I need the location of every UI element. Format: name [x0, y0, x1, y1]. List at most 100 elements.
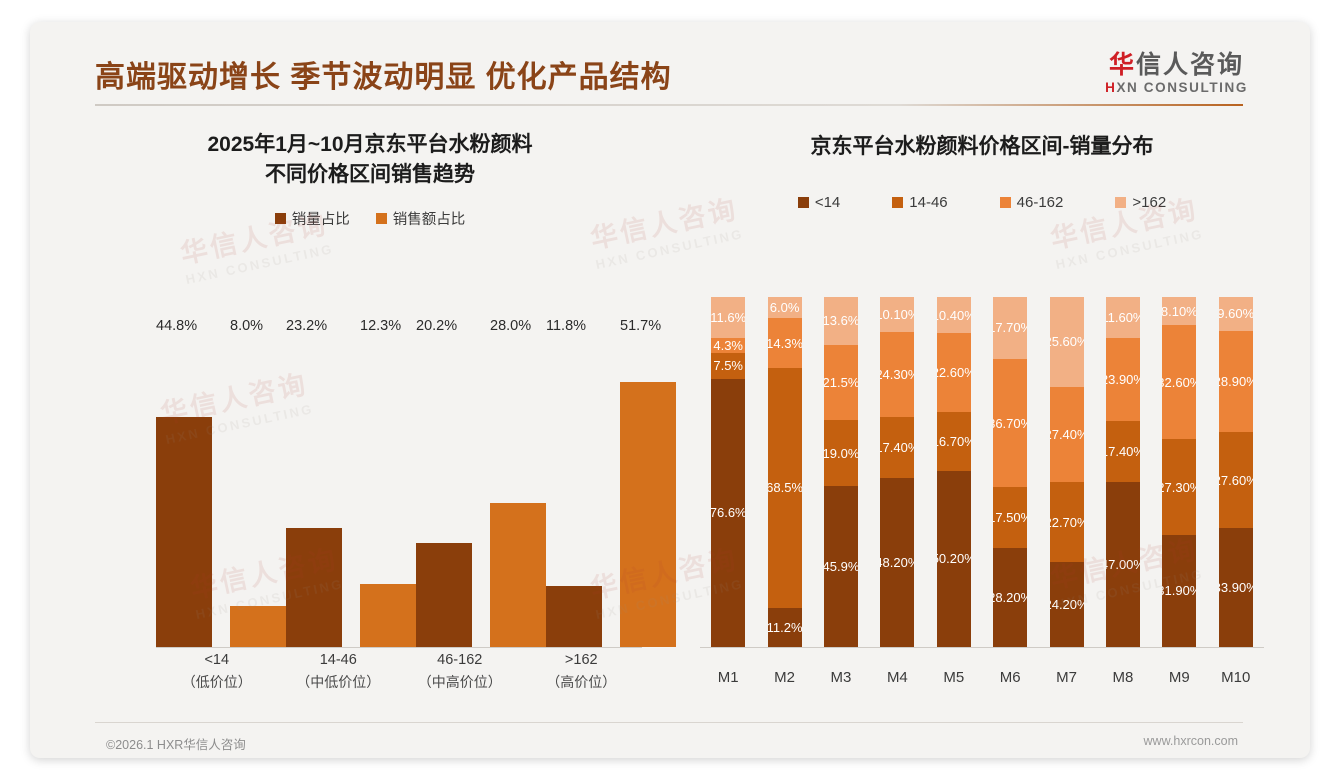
- stack-segment[interactable]: 31.90%: [1162, 534, 1197, 647]
- x-axis-tick-label: >162 （高价位）: [521, 650, 643, 700]
- stack-segment[interactable]: 27.30%: [1162, 439, 1197, 535]
- stack-segment[interactable]: 17.40%: [1105, 421, 1140, 483]
- stack-segment[interactable]: 28.90%: [1218, 330, 1253, 432]
- stack-segment[interactable]: 7.5%: [711, 352, 746, 379]
- bar[interactable]: 51.7%: [620, 318, 676, 647]
- right-chart-legend-item[interactable]: 46-162: [999, 193, 1064, 211]
- stack-segment[interactable]: 4.3%: [711, 337, 746, 353]
- stack-segment[interactable]: 10.40%: [936, 297, 971, 334]
- segment-value-label: 17.50%: [993, 510, 1027, 526]
- legend-swatch-icon: [999, 196, 1011, 208]
- stack-segment[interactable]: 17.50%: [993, 487, 1028, 549]
- legend-label: 46-162: [1016, 193, 1064, 211]
- right-chart-legend-item[interactable]: <14: [797, 194, 840, 211]
- stack-segment[interactable]: 21.5%: [823, 344, 858, 420]
- stack-segment[interactable]: 11.60%: [1105, 297, 1140, 338]
- stacked-bar-column[interactable]: 9.60% 28.90% 27.60% 33.90%: [1218, 297, 1253, 647]
- x-axis-tick-label: <14 （低价位）: [156, 650, 278, 700]
- stack-segment[interactable]: 24.30%: [880, 332, 915, 418]
- stacked-bar-column[interactable]: 11.60% 23.90% 17.40% 47.00%: [1105, 297, 1140, 647]
- bar[interactable]: 20.2%: [416, 318, 472, 647]
- stacked-bar-column[interactable]: 6.0% 14.3% 68.5% 11.2%: [767, 297, 802, 647]
- right-chart-legend-item[interactable]: 14-46: [892, 194, 948, 211]
- bar[interactable]: 12.3%: [360, 318, 416, 647]
- stack-segment[interactable]: 23.90%: [1105, 337, 1140, 422]
- stack-segment[interactable]: 10.10%: [880, 297, 915, 333]
- tick-sublabel: （低价位）: [181, 673, 252, 690]
- bar[interactable]: 11.8%: [546, 318, 602, 647]
- bar-group: 23.2% 12.3%: [286, 318, 416, 647]
- stack-segment[interactable]: 76.6%: [711, 378, 746, 647]
- stack-segment[interactable]: 16.70%: [936, 412, 971, 471]
- logo-english-text: HXN CONSULTING: [1105, 80, 1248, 95]
- legend-swatch-icon: [892, 196, 904, 208]
- segment-value-label: 45.9%: [823, 559, 858, 575]
- stack-segment[interactable]: 36.70%: [993, 358, 1028, 488]
- stack-segment[interactable]: 25.60%: [1049, 297, 1084, 387]
- bar-column[interactable]: 51.7%: [620, 318, 676, 647]
- stack-segment[interactable]: 45.9%: [823, 486, 858, 647]
- stacked-bar-column[interactable]: 13.6% 21.5% 19.0% 45.9%: [823, 297, 858, 647]
- bar-column[interactable]: 28.0%: [490, 318, 546, 647]
- segment-value-label: 14.3%: [767, 335, 802, 351]
- stack-segment[interactable]: 17.70%: [993, 297, 1028, 359]
- stack-segment[interactable]: 11.6%: [711, 297, 746, 338]
- bar[interactable]: 8.0%: [230, 318, 286, 647]
- bar-column[interactable]: 11.8%: [546, 318, 602, 647]
- stack-segment[interactable]: 32.60%: [1162, 325, 1197, 440]
- bar[interactable]: 28.0%: [490, 318, 546, 647]
- stack-segment[interactable]: 19.0%: [823, 419, 858, 487]
- segment-value-label: 22.60%: [937, 365, 971, 381]
- stack-segment[interactable]: 28.20%: [993, 548, 1028, 647]
- stack-segment[interactable]: 68.5%: [767, 368, 802, 608]
- stack-segment[interactable]: 33.90%: [1218, 528, 1253, 647]
- stack-segment[interactable]: 11.2%: [767, 607, 802, 647]
- stack-segment[interactable]: 47.00%: [1105, 482, 1140, 647]
- x-axis-tick-label: 14-46 （中低价位）: [278, 650, 400, 700]
- stacked-bar-column[interactable]: 10.40% 22.60% 16.70% 50.20%: [936, 297, 971, 647]
- stack-segment[interactable]: 17.40%: [880, 417, 915, 479]
- left-chart-legend-item[interactable]: 销量占比: [274, 208, 350, 229]
- bar-column[interactable]: 23.2%: [286, 318, 342, 647]
- stack-segment[interactable]: 13.6%: [823, 297, 858, 345]
- segment-value-label: 48.20%: [880, 555, 914, 571]
- header-divider: [95, 104, 1243, 106]
- logo-chinese-text: 华信人咨询: [1105, 52, 1248, 78]
- left-chart-legend-item[interactable]: 销售额占比: [375, 208, 465, 229]
- bar-column[interactable]: 20.2%: [416, 318, 472, 647]
- segment-value-label: 28.90%: [1219, 373, 1253, 389]
- stack-segment[interactable]: 27.40%: [1049, 386, 1084, 483]
- right-chart-legend-item[interactable]: >162: [1115, 194, 1166, 211]
- bar-value-label: 44.8%: [156, 318, 198, 334]
- x-axis-tick-label: M10: [1221, 669, 1251, 686]
- tick-main: 46-162: [437, 652, 483, 668]
- stack-segment[interactable]: 22.70%: [1049, 482, 1084, 562]
- tick-main: >162: [564, 652, 598, 668]
- segment-value-label: 16.70%: [937, 434, 971, 450]
- stacked-bar-column[interactable]: 11.6% 4.3% 7.5% 76.6%: [711, 297, 746, 647]
- segment-value-label: 22.70%: [1050, 514, 1084, 530]
- left-x-axis-labels: <14 （低价位） 14-46 （中低价位） 46-162 （中高价位） >162 （高价位）: [156, 650, 642, 700]
- stacked-bar-column[interactable]: 8.10% 32.60% 27.30% 31.90%: [1162, 297, 1197, 647]
- stacked-bar-column[interactable]: 10.10% 24.30% 17.40% 48.20%: [880, 297, 915, 647]
- bar-column[interactable]: 44.8%: [156, 318, 212, 647]
- stacked-bar-column[interactable]: 17.70% 36.70% 17.50% 28.20%: [993, 297, 1028, 647]
- stack-segment[interactable]: 8.10%: [1162, 297, 1197, 326]
- left-chart-panel: 2025年1月~10月京东平台水粉颜料 不同价格区间销售趋势 销量占比 销售额占比…: [64, 118, 676, 708]
- bar-column[interactable]: 8.0%: [230, 318, 286, 647]
- stack-segment[interactable]: 48.20%: [880, 478, 915, 647]
- logo-en-red: H: [1105, 80, 1117, 96]
- stack-segment[interactable]: 22.60%: [936, 333, 971, 413]
- stack-segment[interactable]: 27.60%: [1218, 431, 1253, 529]
- stack-segment[interactable]: 14.3%: [767, 318, 802, 369]
- segment-value-label: 33.90%: [1219, 580, 1253, 596]
- stack-segment[interactable]: 50.20%: [936, 470, 971, 647]
- stacked-bar-column[interactable]: 25.60% 27.40% 22.70% 24.20%: [1049, 297, 1084, 647]
- bar-column[interactable]: 12.3%: [360, 318, 416, 647]
- stack-segment[interactable]: 9.60%: [1218, 297, 1253, 331]
- tick-main: 14-46: [319, 652, 357, 668]
- stack-segment[interactable]: 6.0%: [767, 297, 802, 318]
- stack-segment[interactable]: 24.20%: [1049, 561, 1084, 647]
- bar[interactable]: 23.2%: [286, 318, 342, 647]
- bar[interactable]: 44.8%: [156, 318, 212, 647]
